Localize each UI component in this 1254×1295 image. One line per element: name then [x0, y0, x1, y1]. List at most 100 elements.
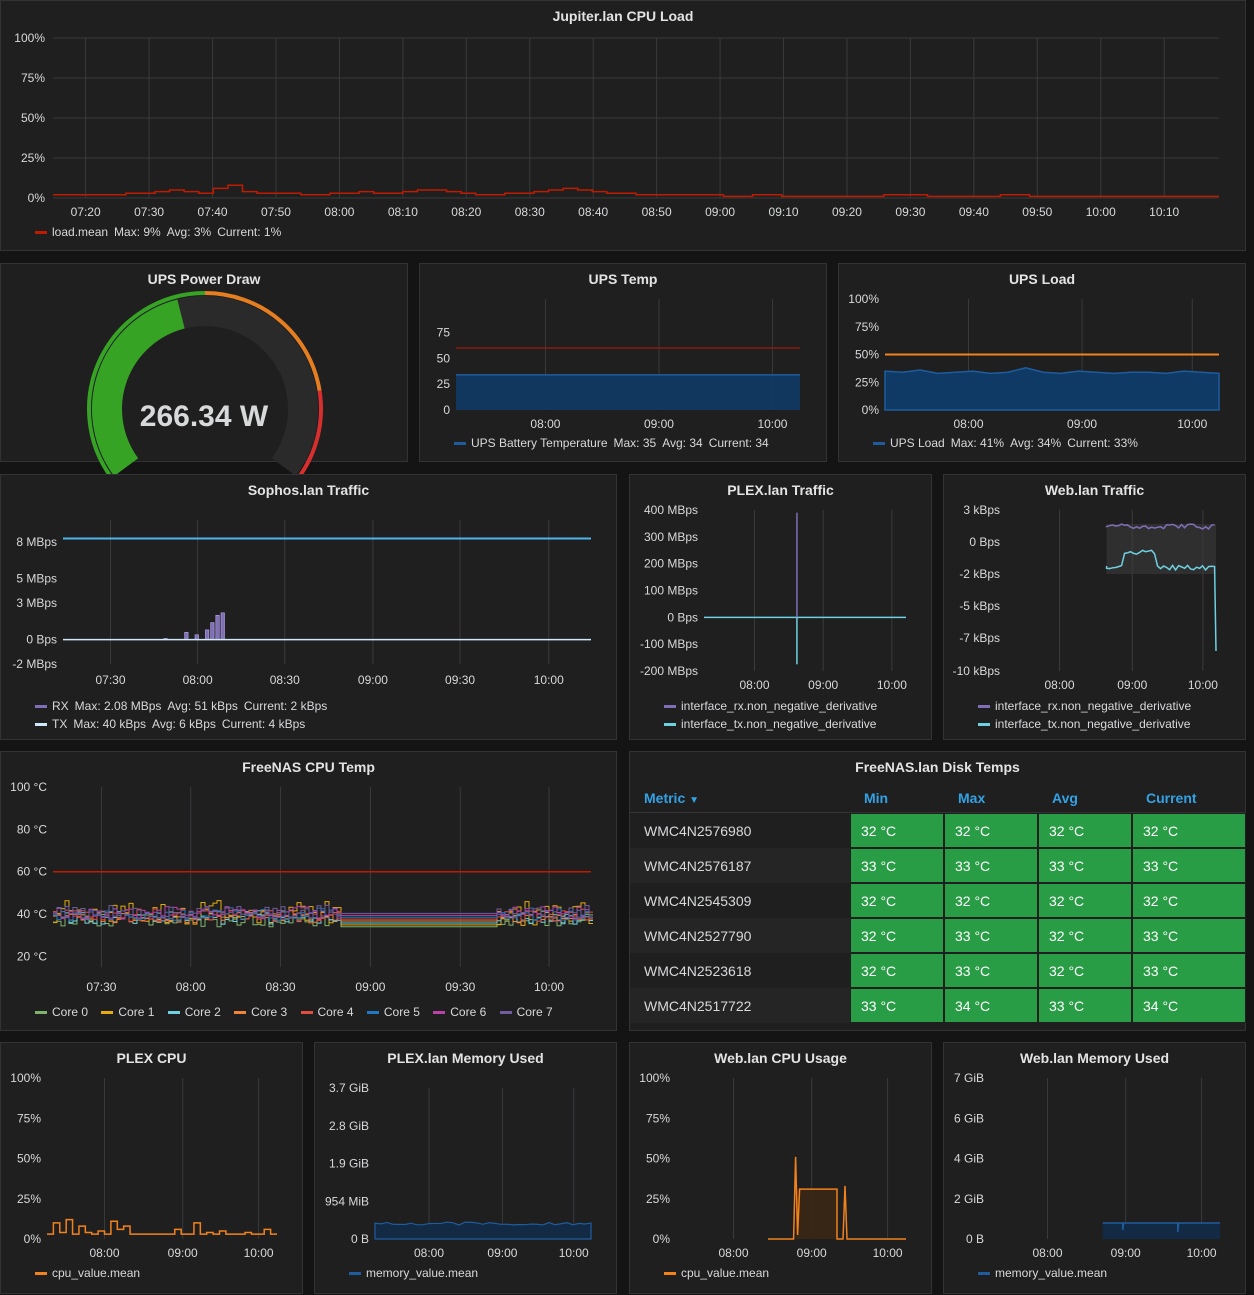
- legend-item-tx[interactable]: interface_tx.non_negative_derivative: [664, 715, 877, 733]
- panel-plex-memory-used[interactable]: PLEX.lan Memory Used 3.7 GiB 2.8 GiB 1.9 G…: [314, 1042, 617, 1294]
- bar-rx: [216, 615, 220, 639]
- legend-item-core-4[interactable]: Core 4: [301, 1005, 354, 1019]
- legend-item-core-5[interactable]: Core 5: [367, 1005, 420, 1019]
- legend: memory_value.mean: [349, 1266, 478, 1280]
- x-tick-label: 08:00: [89, 1246, 119, 1260]
- gauge-fill: [107, 314, 181, 467]
- panel-web-traffic[interactable]: Web.lan Traffic 3 kBps 0 Bps -2 kBps -5 kBp…: [943, 474, 1246, 740]
- legend-item-core-2[interactable]: Core 2: [168, 1005, 221, 1019]
- table-row: WMC4N2517722 33 °C 34 °C 33 °C 34 °C: [630, 988, 1246, 1023]
- x-tick-label: 10:00: [1086, 205, 1116, 219]
- cell-avg: 32 °C: [1038, 953, 1132, 988]
- table-row: WMC4N2523618 32 °C 33 °C 32 °C 33 °C: [630, 953, 1246, 988]
- x-tick-label: 09:50: [1022, 205, 1052, 219]
- legend-item-core-0[interactable]: Core 0: [35, 1005, 88, 1019]
- panel-freenas-disk-temps[interactable]: FreeNAS.lan Disk Temps Metric ▼ Min Max …: [629, 751, 1246, 1031]
- legend-item-memory-value-mean[interactable]: memory_value.mean: [349, 1266, 478, 1280]
- legend-item-load-mean[interactable]: load.mean Max: 9% Avg: 3% Current: 1%: [35, 225, 281, 239]
- y-tick-label: 75%: [646, 1111, 670, 1125]
- x-tick-label: 08:00: [1044, 678, 1074, 692]
- header-max[interactable]: Max: [944, 790, 1038, 806]
- header-min[interactable]: Min: [850, 790, 944, 806]
- y-tick-label: 40 °C: [17, 907, 47, 921]
- cell-min: 32 °C: [850, 883, 944, 918]
- panel-plex-traffic[interactable]: PLEX.lan Traffic 400 MBps 300 MBps 200 MBp…: [629, 474, 932, 740]
- y-tick-label: 0%: [28, 191, 46, 205]
- legend-item-cpu-value-mean[interactable]: cpu_value.mean: [664, 1266, 769, 1280]
- legend-item-core-3[interactable]: Core 3: [234, 1005, 287, 1019]
- legend-item-tx[interactable]: interface_tx.non_negative_derivative: [978, 715, 1191, 733]
- x-tick-label: 10:00: [1177, 417, 1207, 431]
- series-fill: [1107, 524, 1216, 574]
- y-tick-label: 954 MiB: [325, 1194, 369, 1208]
- cell-min: 32 °C: [850, 918, 944, 953]
- y-tick-label: 0: [443, 403, 450, 417]
- legend-item-ups-battery-temp[interactable]: UPS Battery Temperature Max: 35 Avg: 34 Cur…: [454, 436, 769, 450]
- bar-rx: [211, 623, 215, 640]
- legend-item-cpu-value-mean[interactable]: cpu_value.mean: [35, 1266, 140, 1280]
- panel-web-memory-used[interactable]: Web.lan Memory Used 7 GiB 6 GiB 4 GiB 2 GiB…: [943, 1042, 1246, 1294]
- x-tick-label: 08:30: [266, 980, 296, 994]
- y-tick-label: 3.7 GiB: [329, 1081, 369, 1095]
- legend-item-ups-load[interactable]: UPS Load Max: 41% Avg: 34% Current: 33%: [873, 436, 1138, 450]
- y-tick-label: 2 GiB: [954, 1192, 984, 1206]
- x-tick-label: 08:30: [270, 673, 300, 687]
- x-tick-label: 10:00: [873, 1246, 903, 1260]
- x-tick-label: 10:00: [244, 1246, 274, 1260]
- series-memory-value-mean: [375, 1222, 591, 1239]
- header-avg[interactable]: Avg: [1038, 790, 1132, 806]
- y-tick-label: 2.8 GiB: [329, 1119, 369, 1133]
- x-tick-label: 10:00: [559, 1246, 589, 1260]
- y-tick-label: 50: [437, 351, 451, 365]
- legend-item-rx[interactable]: RX Max: 2.08 MBps Avg: 51 kBps Current: 2 k…: [35, 697, 327, 715]
- panel-ups-load[interactable]: UPS Load 100% 75% 50% 25% 0% 08:00 09:00 10:00 …: [838, 263, 1246, 462]
- cell-min: 32 °C: [850, 953, 944, 988]
- panel-sophos-traffic[interactable]: Sophos.lan Traffic 8 MBps 5 MBps 3 MBps 0 B…: [0, 474, 617, 740]
- legend-item-memory-value-mean[interactable]: memory_value.mean: [978, 1266, 1107, 1280]
- panel-plex-cpu[interactable]: PLEX CPU 100% 75% 50% 25% 0% 08:00 09:00 10:00 …: [0, 1042, 303, 1294]
- bar-rx: [221, 613, 225, 640]
- x-tick-label: 09:20: [832, 205, 862, 219]
- x-tick-label: 09:30: [445, 673, 475, 687]
- header-current[interactable]: Current: [1132, 790, 1246, 806]
- legend-item-tx[interactable]: TX Max: 40 kBps Avg: 6 kBps Current: 4 kBps: [35, 715, 327, 733]
- y-tick-label: 75: [437, 325, 451, 339]
- legend-item-rx[interactable]: interface_rx.non_negative_derivative: [978, 697, 1191, 715]
- x-tick-label: 10:00: [534, 673, 564, 687]
- panel-ups-temp[interactable]: UPS Temp 75 50 25 0 08:00 09:00 10:00 UPS Batt…: [419, 263, 827, 462]
- legend: UPS Battery Temperature Max: 35 Avg: 34 Cur…: [454, 436, 769, 450]
- cell-metric: WMC4N2576980: [630, 813, 850, 848]
- legend-item-core-7[interactable]: Core 7: [500, 1005, 553, 1019]
- panel-jupiter-cpu-load[interactable]: Jupiter.lan CPU Load 100% 75% 50% 25% 0% 07:2…: [0, 0, 1246, 251]
- x-tick-label: 09:30: [895, 205, 925, 219]
- cell-max: 34 °C: [944, 988, 1038, 1023]
- x-tick-label: 08:00: [176, 980, 206, 994]
- legend-item-core-1[interactable]: Core 1: [101, 1005, 154, 1019]
- x-tick-label: 07:50: [261, 205, 291, 219]
- panel-title[interactable]: FreeNAS.lan Disk Temps: [630, 759, 1245, 775]
- x-tick-label: 09:00: [808, 678, 838, 692]
- legend-item-rx[interactable]: interface_rx.non_negative_derivative: [664, 697, 877, 715]
- cell-metric: WMC4N2523618: [630, 953, 850, 988]
- legend: cpu_value.mean: [35, 1266, 140, 1280]
- y-tick-label: 8 MBps: [16, 535, 57, 549]
- legend: RX Max: 2.08 MBps Avg: 51 kBps Current: 2 k…: [35, 697, 327, 733]
- panel-web-cpu-usage[interactable]: Web.lan CPU Usage 100% 75% 50% 25% 0% 08:00 09…: [629, 1042, 932, 1294]
- x-tick-label: 09:00: [797, 1246, 827, 1260]
- legend-item-core-6[interactable]: Core 6: [433, 1005, 486, 1019]
- panel-ups-power-draw[interactable]: UPS Power Draw 266.34 W: [0, 263, 408, 462]
- x-tick-label: 10:00: [757, 417, 787, 431]
- y-tick-label: 400 MBps: [644, 503, 698, 517]
- legend: Core 0 Core 1 Core 2 Core 3 Core 4 Core …: [35, 1005, 563, 1019]
- chart-web-cpu: 100%75%50%25%0%08:00 09:00 10:00: [630, 1043, 933, 1295]
- y-tick-label: 75%: [855, 320, 879, 334]
- table-body: WMC4N2576980 32 °C 32 °C 32 °C 32 °C WMC4N257…: [630, 813, 1246, 1023]
- y-tick-label: -200 MBps: [640, 664, 698, 678]
- series-load-mean: [53, 185, 1219, 196]
- y-tick-label: 80 °C: [17, 822, 47, 836]
- x-tick-label: 08:00: [953, 417, 983, 431]
- panel-freenas-cpu-temp[interactable]: FreeNAS CPU Temp 100 °C 80 °C 60 °C 40 °C 20…: [0, 751, 617, 1031]
- x-tick-label: 09:00: [1067, 417, 1097, 431]
- x-tick-label: 09:30: [445, 980, 475, 994]
- header-metric[interactable]: Metric ▼: [630, 790, 850, 806]
